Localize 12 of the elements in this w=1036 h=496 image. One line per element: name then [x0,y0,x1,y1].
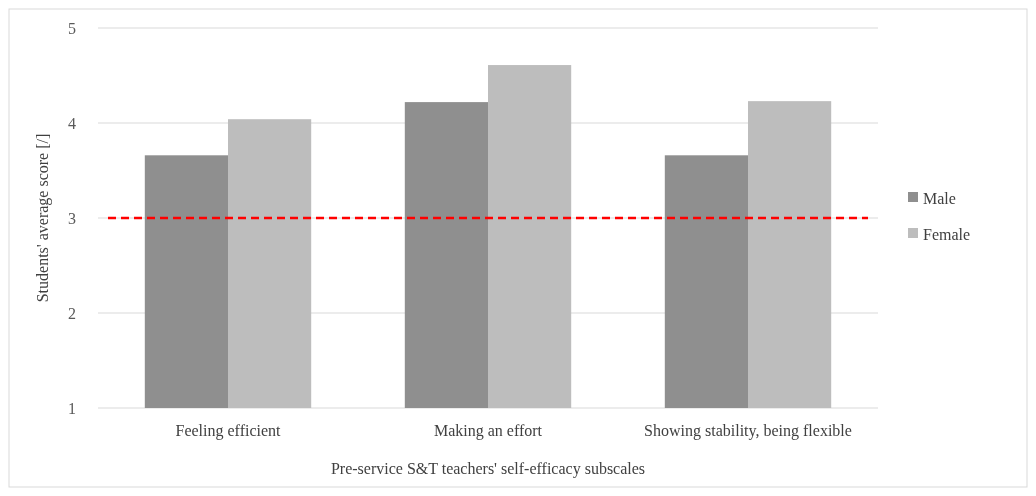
x-tick-label: Showing stability, being flexible [644,422,852,440]
x-tick-label: Making an effort [433,422,543,440]
legend-label: Female [923,225,971,243]
x-axis-title: Pre-service S&T teachers' self-efficacy subscales [330,460,646,478]
y-tick-label: 3 [68,209,76,227]
y-tick-label: 2 [68,304,76,322]
legend-label: Male [923,189,956,207]
y-tick-label: 5 [68,19,76,37]
y-axis-title: Students' average score [/] [34,133,52,303]
y-tick-label: 4 [68,114,76,132]
y-tick-label: 1 [68,399,76,417]
x-tick-label: Feeling efficient [175,422,282,440]
